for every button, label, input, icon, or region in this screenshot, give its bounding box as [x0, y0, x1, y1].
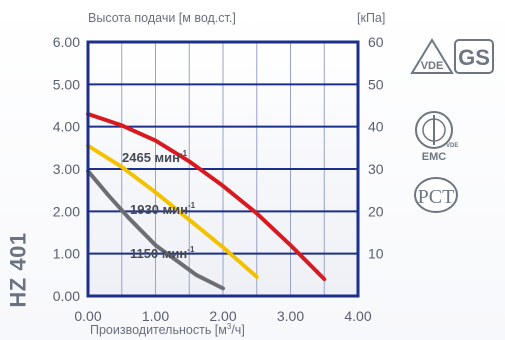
x-axis-title: Производительность [м3/ч] — [90, 322, 245, 337]
y-axis-title: Высота подачи [м вод.ст.] — [88, 11, 236, 25]
series-line-0 — [86, 112, 327, 282]
y-tick-label-left: 5.00 — [53, 76, 80, 92]
y-tick-label-right: 10 — [368, 246, 384, 262]
series-line-2 — [86, 169, 225, 291]
grid — [88, 42, 358, 296]
y-tick-label-right: 50 — [368, 76, 384, 92]
emc-mark-text: EMC — [422, 151, 447, 163]
curve-label-1150: 1150 мин-1 — [130, 245, 195, 261]
model-label-text: HZ 401 — [6, 232, 31, 308]
x-axis-title-main: Производительность [м — [90, 323, 227, 337]
y-tick-label-left: 2.00 — [53, 203, 80, 219]
curve-label-1930: 1930 мин-1 — [130, 201, 196, 217]
vde-mark-icon: VDE — [410, 38, 454, 74]
x-tick-label: 0.00 — [74, 308, 101, 324]
y-tick-label-left: 1.00 — [53, 246, 80, 262]
curve-label-2465-text: 2465 мин — [122, 150, 180, 165]
gs-mark-text: GS — [458, 45, 490, 70]
y-tick-label-left: 6.00 — [53, 34, 80, 50]
emc-mark-icon: VDE EMC — [415, 111, 458, 163]
curve-label-1150-text: 1150 мин — [130, 246, 187, 261]
series-line-1 — [86, 143, 259, 279]
gs-mark-icon: GS — [454, 39, 494, 74]
plot-frame — [86, 40, 360, 298]
curve-label-2465-sup: -1 — [180, 149, 188, 158]
y-tick-label-left: 0.00 — [53, 288, 80, 304]
vde-mark-text: VDE — [421, 60, 444, 72]
curve-label-1930-text: 1930 мин — [130, 202, 188, 217]
curve-label-1150-sup: -1 — [187, 245, 195, 254]
x-tick-label: 2.00 — [209, 308, 236, 324]
rst-mark-icon: PCT — [414, 177, 458, 213]
y-tick-label-right: 30 — [368, 161, 384, 177]
y-tick-label-left: 4.00 — [53, 119, 80, 135]
series-group — [86, 112, 327, 291]
curve-label-1930-sup: -1 — [188, 201, 196, 210]
rst-mark-text: PCT — [418, 186, 455, 208]
x-axis-title-sup: 3 — [227, 322, 232, 331]
emc-mark-small-text: VDE — [446, 143, 458, 149]
x-axis-title-end: /ч] — [231, 323, 244, 337]
y-tick-label-right: 40 — [368, 119, 384, 135]
tick-labels: 0.00 1.00 2.00 3.00 4.00 0.00 1.00 2.00 3.00 4.00… — [53, 34, 384, 324]
y-tick-label-left: 3.00 — [53, 161, 80, 177]
y-tick-label-right: 60 — [368, 34, 384, 50]
x-tick-label: 1.00 — [142, 308, 169, 324]
model-label: HZ 401 — [4, 228, 34, 312]
x-tick-label: 4.00 — [344, 308, 371, 324]
y-tick-label-right: 20 — [368, 203, 384, 219]
curve-label-2465: 2465 мин-1 — [122, 149, 188, 165]
x-tick-label: 3.00 — [277, 308, 304, 324]
y-axis-right-title: [кПа] — [357, 11, 385, 25]
